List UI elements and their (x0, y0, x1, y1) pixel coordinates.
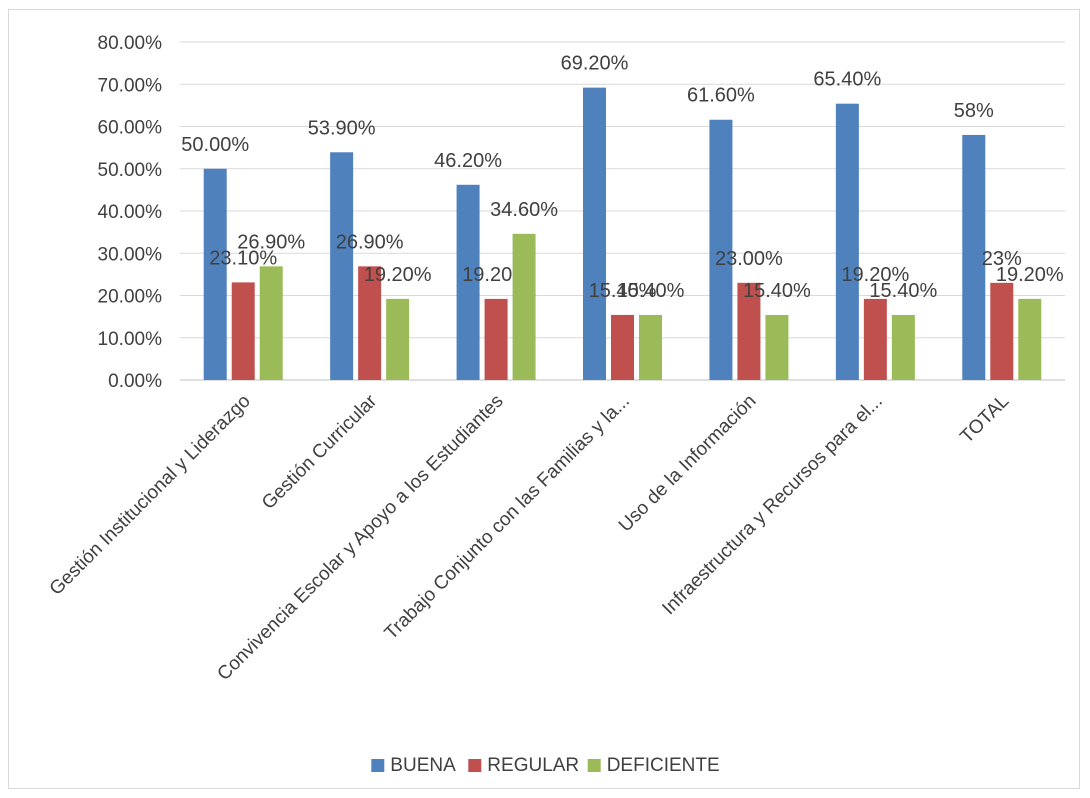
bar-buena (330, 152, 354, 380)
bar-buena (203, 168, 227, 380)
data-label-regular: 15.40% (589, 280, 657, 302)
x-category-label: Gestión Institucional y Liderazgo (46, 391, 255, 600)
y-tick-label: 10.00% (98, 329, 163, 350)
legend-swatch-regular (468, 759, 482, 772)
legend-swatch-deficiente (587, 759, 601, 772)
data-label-deficiente: 15.40% (617, 280, 685, 302)
data-label-buena: 53.90% (308, 117, 376, 139)
data-label-buena: 65.40% (813, 69, 881, 91)
data-label-deficiente: 15.40% (743, 280, 811, 302)
y-tick-label: 30.00% (98, 244, 163, 265)
x-category-label: Infraestructura y Recursos para el... (658, 391, 886, 619)
bar-deficiente (1018, 298, 1042, 380)
legend-label-buena: BUENA (390, 755, 456, 776)
bar-deficiente (512, 233, 536, 380)
data-label-deficiente: 19.20% (364, 264, 432, 286)
legend-swatch-buena (371, 759, 385, 772)
bar-buena (456, 184, 480, 380)
data-label-buena: 58% (954, 100, 994, 122)
bar-regular (231, 282, 255, 380)
bar-regular (737, 282, 761, 380)
bar-deficiente (891, 314, 915, 380)
bar-regular (990, 282, 1014, 380)
bar-deficiente (765, 314, 789, 380)
bar-buena (835, 103, 859, 380)
x-category-label: Uso de la Información (615, 391, 761, 537)
y-tick-label: 60.00% (98, 118, 163, 139)
bar-regular (484, 298, 508, 380)
x-category-label: Convivencia Escolar y Apoyo a los Estudi… (213, 391, 507, 685)
bar-regular (611, 314, 634, 380)
data-label-regular: 26.90% (336, 231, 404, 253)
bar-buena (709, 119, 733, 381)
bar-deficiente (259, 266, 283, 380)
x-category-label: Trabajo Conjunto con las Familias y la..… (381, 391, 634, 644)
data-label-regular: 19.20% (841, 264, 909, 286)
y-tick-label: 50.00% (98, 160, 163, 181)
bar-deficiente (386, 298, 410, 380)
y-tick-label: 40.00% (98, 202, 163, 223)
data-label-buena: 46.20% (434, 150, 502, 172)
y-tick-label: 20.00% (98, 287, 163, 308)
bar-deficiente (639, 314, 662, 380)
legend-label-deficiente: DEFICIENTE (607, 755, 720, 776)
data-label-regular: 23.00% (715, 248, 783, 270)
bar-buena (583, 87, 606, 380)
bar-regular (358, 266, 382, 380)
data-label-regular: 23.10% (209, 247, 277, 269)
data-label-deficiente: 19.20% (996, 264, 1064, 286)
y-tick-label: 80.00% (98, 33, 163, 54)
y-tick-label: 70.00% (98, 75, 163, 96)
data-label-deficiente: 15.40% (869, 280, 937, 302)
x-category-label: TOTAL (956, 391, 1013, 448)
bar-regular (863, 298, 887, 380)
y-tick-label: 0.00% (108, 371, 162, 392)
data-label-deficiente: 26.90% (237, 231, 305, 253)
chart-frame (8, 9, 1080, 789)
data-label-deficiente: 34.60% (490, 199, 558, 221)
x-category-label: Gestión Curricular (258, 390, 382, 514)
data-label-regular: 23% (982, 248, 1022, 270)
data-label-buena: 69.20% (561, 53, 629, 75)
data-label-buena: 61.60% (687, 85, 755, 107)
legend-label-regular: REGULAR (487, 755, 579, 776)
bar-buena (962, 134, 986, 380)
data-label-buena: 50.00% (181, 134, 249, 156)
